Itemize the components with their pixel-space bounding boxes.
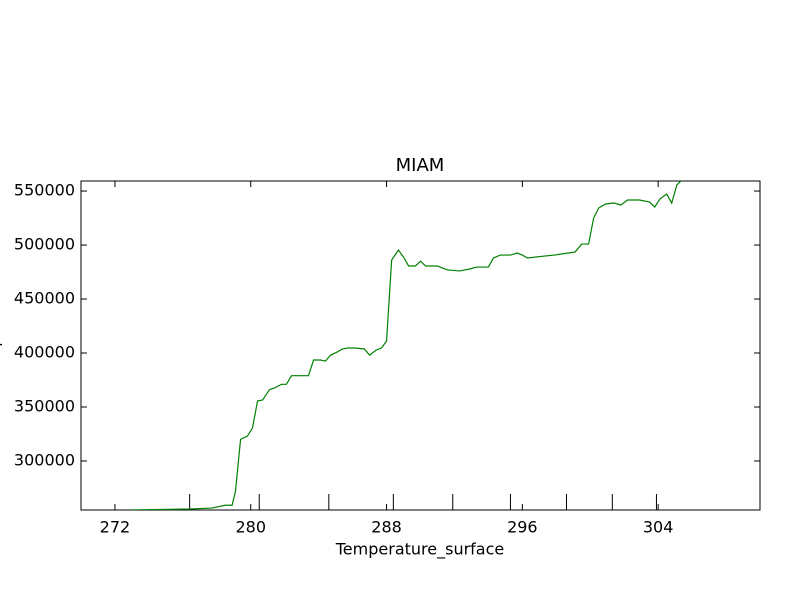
x-axis-label: Temperature_surface xyxy=(335,540,504,560)
y-tick-label: 300000 xyxy=(14,450,75,469)
plot-frame xyxy=(80,180,761,511)
x-tick-label: 288 xyxy=(371,518,402,537)
chart-title: MIAM xyxy=(396,155,445,176)
x-tick-label: 296 xyxy=(507,518,538,537)
y-tick-label: 500000 xyxy=(14,235,75,254)
y-axis-label: Partial dependence xyxy=(0,268,3,422)
x-tick-label: 272 xyxy=(100,518,131,537)
x-tick-label: 280 xyxy=(235,518,266,537)
x-tick-label: 304 xyxy=(643,518,674,537)
y-tick-label: 550000 xyxy=(14,181,75,200)
y-tick-label: 350000 xyxy=(14,396,75,415)
data-line xyxy=(130,181,682,510)
y-tick-label: 450000 xyxy=(14,289,75,308)
y-tick-label: 400000 xyxy=(14,343,75,362)
